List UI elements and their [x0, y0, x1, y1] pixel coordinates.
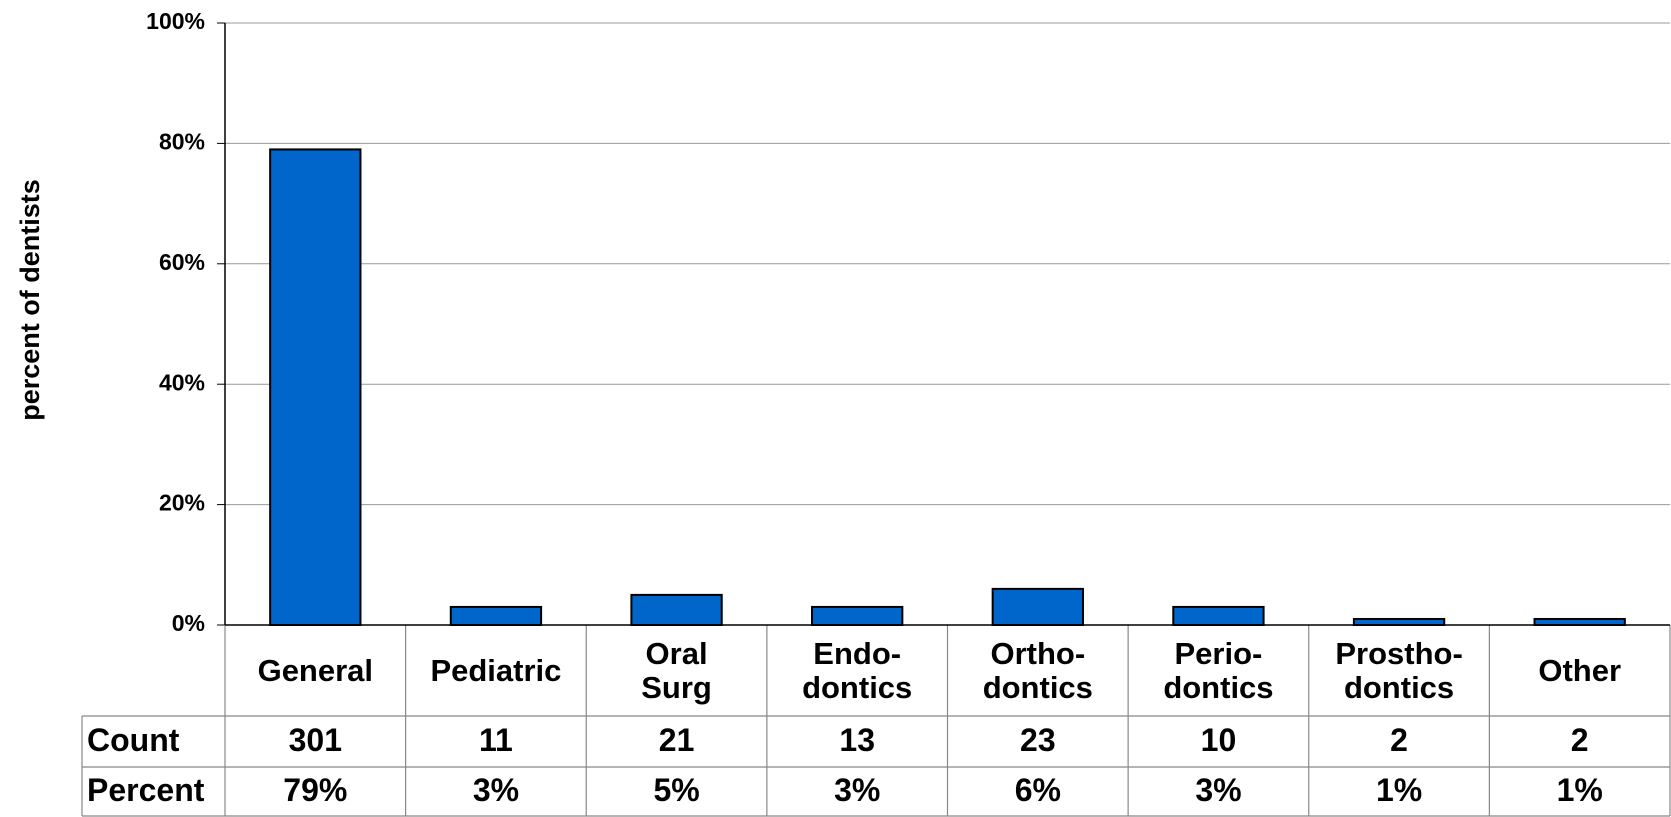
x-tick-label: General [257, 652, 374, 688]
count-cell: 10 [1201, 722, 1237, 758]
y-tick-label: 100% [146, 8, 205, 34]
count-cell: 301 [289, 722, 342, 758]
y-axis-label: percent of dentists [15, 179, 45, 421]
x-tick-label: Ortho- dontics [982, 635, 1093, 705]
x-tick-label: Pediatric [430, 652, 562, 688]
y-tick-label: 40% [159, 369, 205, 395]
x-tick-label: Oral Surg [641, 635, 712, 705]
bar [449, 605, 543, 627]
count-cell: 13 [839, 722, 875, 758]
x-tick-label-box: Pediatric [430, 652, 562, 688]
y-tick-label: 0% [172, 610, 205, 636]
count-cell: 2 [1390, 722, 1408, 758]
x-tick-label-box: Endo- dontics [802, 635, 913, 705]
percent-cell: 6% [1015, 772, 1061, 808]
y-tick-label: 20% [159, 490, 205, 516]
x-tick-label-box: Prostho- dontics [1335, 635, 1463, 705]
percent-cell: 1% [1376, 772, 1422, 808]
y-tick-label: 60% [159, 249, 205, 275]
bar [630, 593, 723, 627]
percent-cell: 3% [473, 772, 519, 808]
percent-cell: 79% [283, 772, 347, 808]
x-tick-label-box: General [257, 652, 374, 688]
percent-cell: 3% [834, 772, 880, 808]
count-cell: 11 [479, 722, 513, 758]
count-cell: 21 [659, 722, 695, 758]
percent-cell: 5% [653, 772, 699, 808]
x-tick-label-box: Ortho- dontics [982, 635, 1093, 705]
percent-cell: 3% [1195, 772, 1241, 808]
bar [811, 605, 904, 627]
x-tick-label-box: Perio- dontics [1163, 635, 1274, 705]
table-row-label: Percent [87, 772, 205, 808]
x-tick-label-box: Oral Surg [641, 635, 712, 705]
count-cell: 23 [1020, 722, 1056, 758]
bar [269, 148, 362, 626]
x-tick-label: Perio- dontics [1163, 635, 1274, 705]
table-row-label: Count [87, 722, 180, 758]
x-tick-label-box: Other [1538, 652, 1622, 688]
y-tick-label: 80% [159, 128, 205, 154]
bar [991, 587, 1084, 627]
x-tick-label: Prostho- dontics [1335, 635, 1463, 705]
bar [1172, 605, 1265, 627]
x-tick-label: Endo- dontics [802, 635, 913, 705]
percent-cell: 1% [1557, 772, 1603, 808]
count-cell: 2 [1571, 722, 1589, 758]
x-tick-label: Other [1538, 652, 1622, 688]
